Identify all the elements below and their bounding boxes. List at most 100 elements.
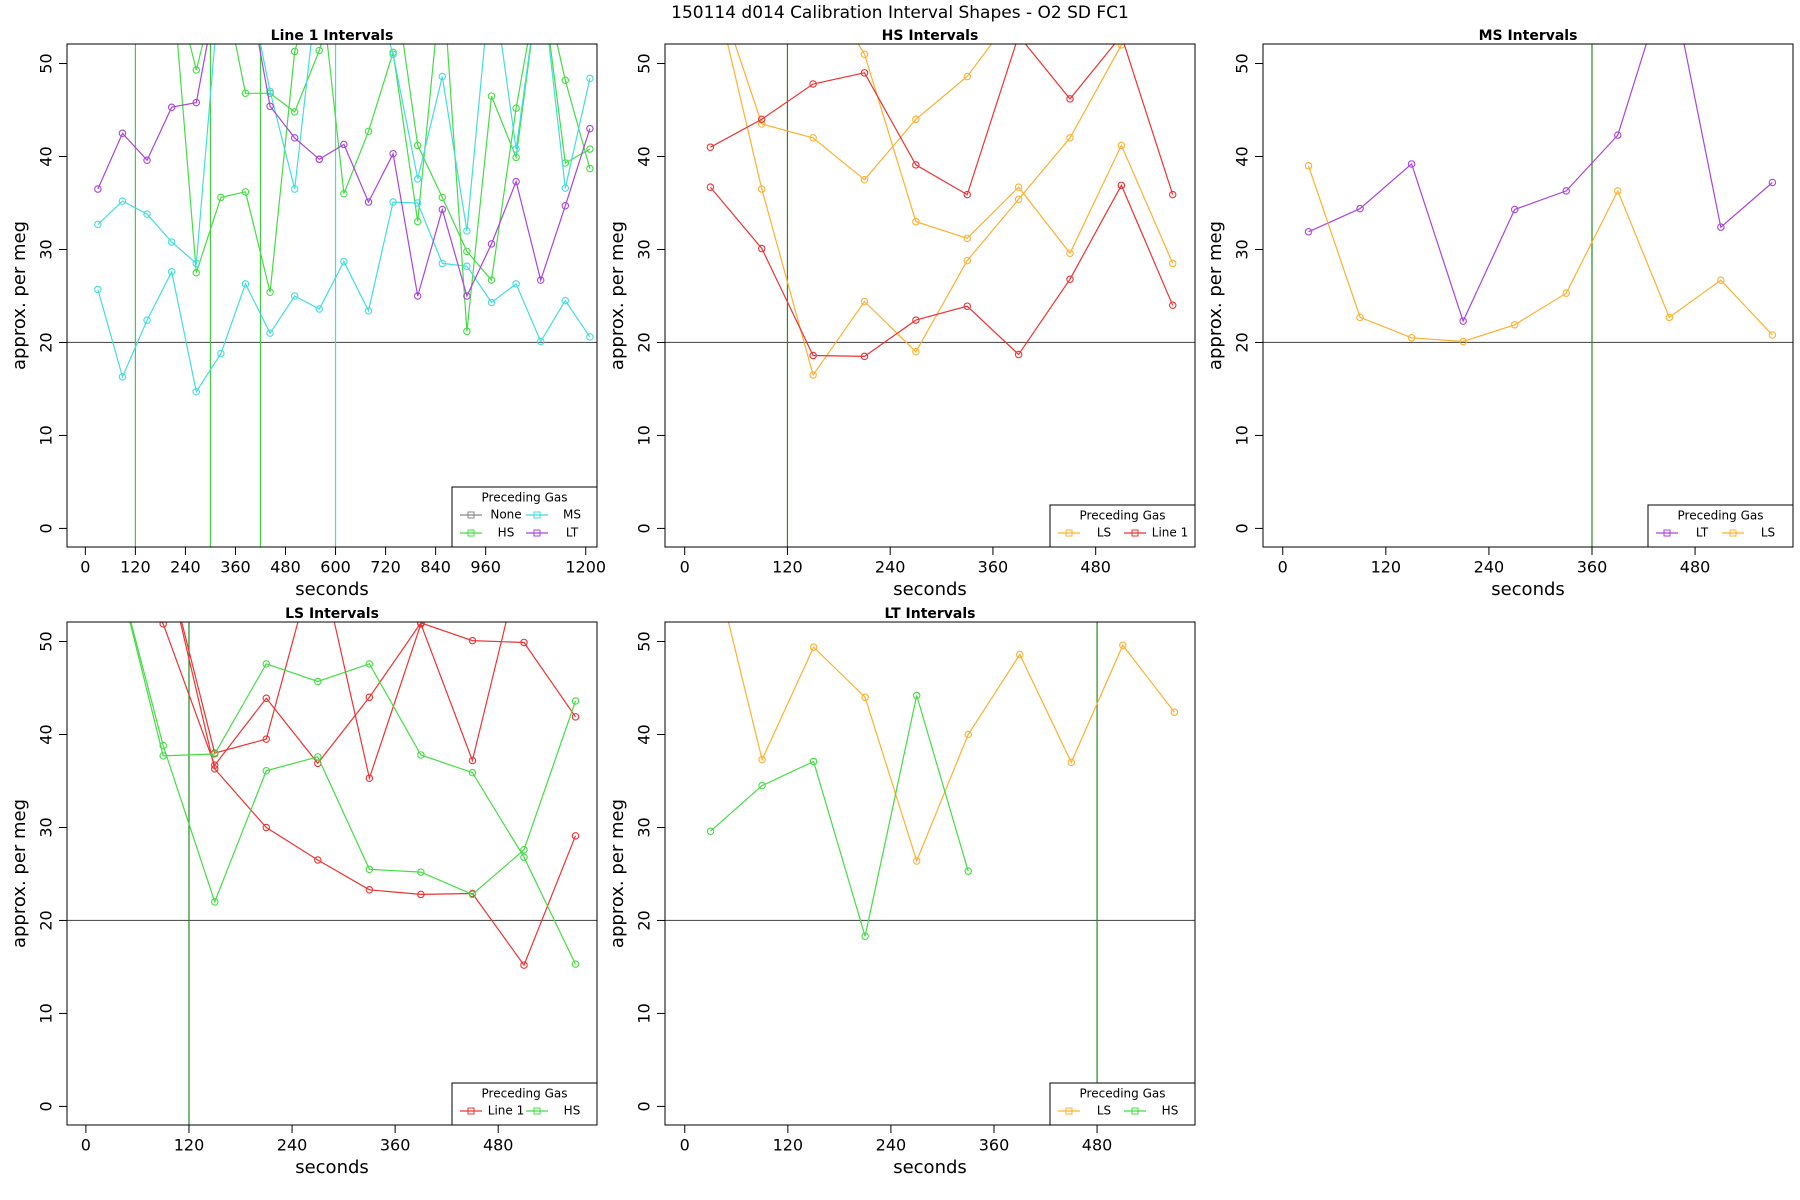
y-tick-label: 40 <box>37 146 56 166</box>
y-tick-label: 40 <box>635 724 654 744</box>
legend-marker <box>1663 529 1671 537</box>
data-point <box>520 638 528 647</box>
data-point <box>417 890 425 899</box>
data-point <box>1562 187 1570 195</box>
data-point <box>1510 321 1519 329</box>
x-tick-label: 480 <box>270 558 301 577</box>
data-point <box>487 92 496 100</box>
x-tick-label: 360 <box>220 558 251 577</box>
data-point <box>143 156 151 164</box>
data-point <box>389 198 397 206</box>
data-point <box>438 205 447 214</box>
series-line <box>727 44 1123 377</box>
x-tick-label: 0 <box>680 1136 690 1155</box>
data-point <box>94 220 102 229</box>
y-tick-label: 30 <box>635 239 654 259</box>
data-point <box>809 757 818 766</box>
x-tick-label: 0 <box>1278 558 1288 577</box>
legend-label: LS <box>1097 526 1111 540</box>
data-point <box>1407 160 1416 168</box>
y-tick-label: 10 <box>37 425 56 445</box>
data-point <box>758 755 766 764</box>
plot-area <box>67 44 597 547</box>
data-point <box>1015 32 1021 38</box>
legend-marker <box>1065 529 1073 537</box>
data-point <box>512 280 520 288</box>
y-tick-label: 0 <box>37 523 56 533</box>
data-point <box>167 268 176 276</box>
y-tick-label: 0 <box>1233 523 1252 533</box>
data-point <box>963 256 971 265</box>
data-point <box>413 141 422 150</box>
data-point <box>1014 350 1023 359</box>
legend-box <box>1049 1082 1196 1126</box>
data-point <box>571 713 580 721</box>
y-tick-label: 30 <box>37 239 56 259</box>
data-point <box>314 753 322 761</box>
legend-label: HS <box>564 1104 581 1118</box>
data-point <box>143 210 151 218</box>
data-point <box>1614 131 1622 139</box>
data-point <box>809 134 817 142</box>
data-point <box>365 774 374 782</box>
data-point <box>192 268 201 277</box>
series-line <box>1308 44 1773 323</box>
data-point <box>1168 301 1177 310</box>
data-point <box>860 175 869 184</box>
legend-label: HS <box>498 526 515 540</box>
data-point <box>413 199 422 207</box>
y-tick-label: 10 <box>1233 425 1252 445</box>
y-tick-label: 50 <box>635 53 654 73</box>
figure-title: 150114 d014 Calibration Interval Shapes … <box>671 3 1129 23</box>
x-axis-label: seconds <box>295 1157 369 1178</box>
x-tick-label: 360 <box>979 1136 1010 1155</box>
data-point <box>860 352 869 361</box>
data-point <box>167 103 176 111</box>
x-tick-label: 1200 <box>565 558 606 577</box>
legend-title: Preceding Gas <box>482 1087 568 1101</box>
data-point <box>1562 289 1570 297</box>
data-point <box>159 741 167 750</box>
data-point <box>364 127 373 136</box>
data-point <box>1304 228 1313 236</box>
data-point <box>417 868 425 876</box>
panel: HS Intervals 0 10 20 30 40 50 0 120 240 360 480 seco… <box>607 28 1196 600</box>
data-point <box>314 677 322 686</box>
data-point <box>1356 313 1364 322</box>
data-point <box>143 316 151 324</box>
y-tick-label: 10 <box>37 1003 56 1023</box>
data-point <box>1119 641 1127 649</box>
y-axis-label: approx. per meg <box>9 221 30 370</box>
data-point <box>1066 134 1074 142</box>
data-point <box>758 115 766 124</box>
x-tick-label: 960 <box>470 558 501 577</box>
legend-label: LS <box>1761 526 1775 540</box>
data-point <box>413 217 422 226</box>
data-point <box>586 124 594 133</box>
data-point <box>438 72 447 81</box>
legend-label: LT <box>1696 526 1709 540</box>
x-tick-label: 360 <box>978 558 1009 577</box>
data-point <box>809 80 817 88</box>
data-point <box>468 890 477 899</box>
data-point <box>160 545 166 551</box>
data-point <box>210 765 219 773</box>
legend-label: LS <box>1097 1104 1111 1118</box>
data-point <box>241 188 250 196</box>
series-line <box>161 622 576 767</box>
data-point <box>364 198 373 206</box>
data-point <box>389 50 397 58</box>
data-point <box>912 857 921 865</box>
data-point <box>463 227 471 235</box>
y-tick-label: 10 <box>635 425 654 445</box>
data-point <box>217 193 225 202</box>
panel-title: Line 1 Intervals <box>271 28 394 44</box>
data-point <box>315 155 324 164</box>
x-tick-label: 0 <box>80 558 90 577</box>
data-point <box>964 730 972 739</box>
data-point <box>314 856 322 864</box>
data-point <box>706 827 715 835</box>
data-point <box>262 694 271 702</box>
legend-box <box>451 486 598 548</box>
y-tick-label: 30 <box>1233 239 1252 259</box>
